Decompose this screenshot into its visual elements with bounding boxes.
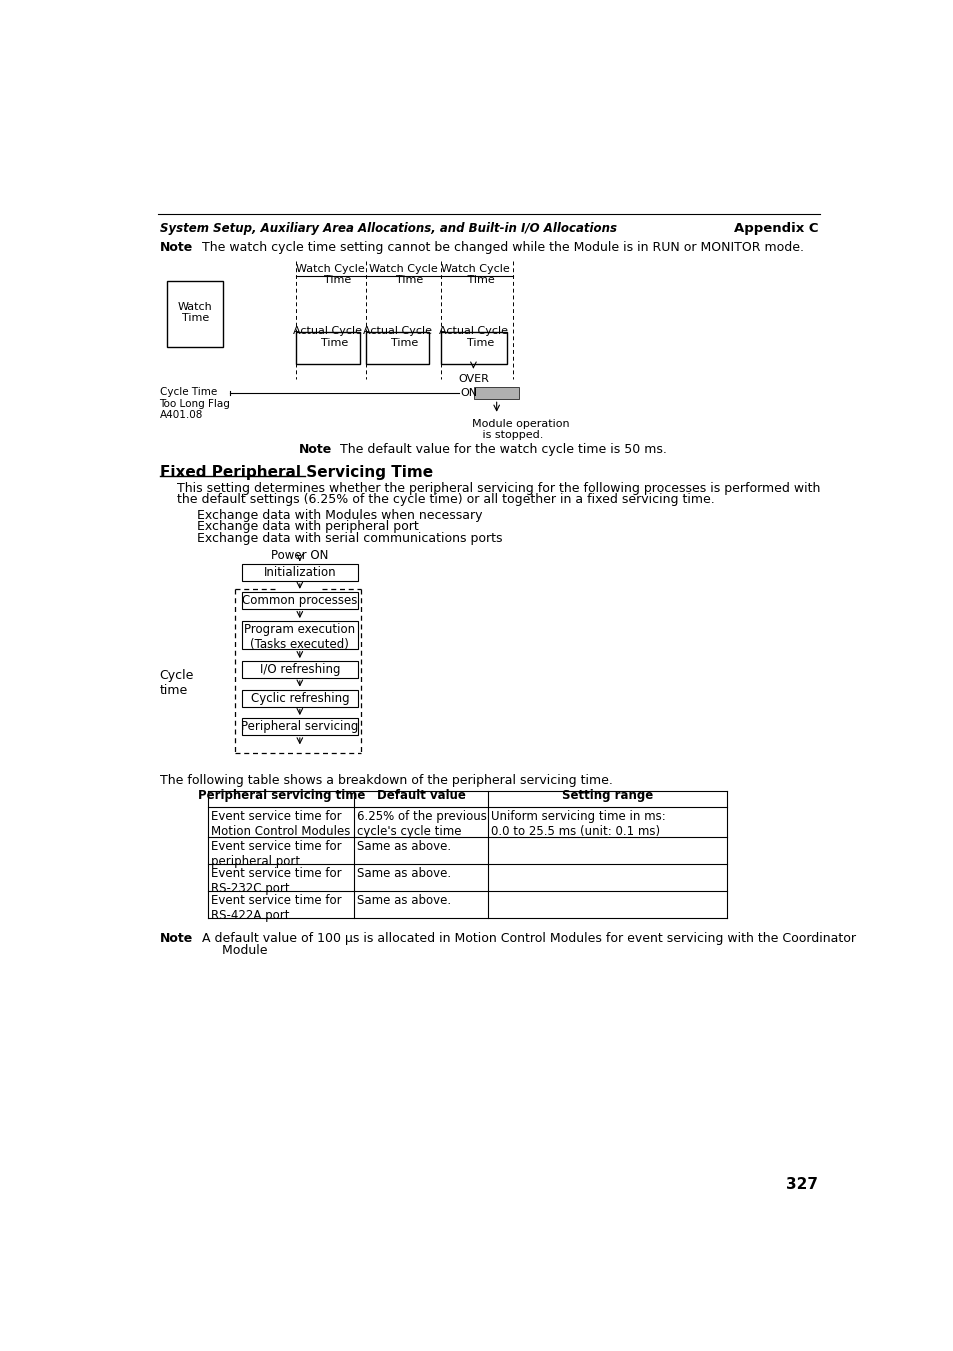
Text: Note: Note xyxy=(159,240,193,254)
Text: Event service time for
Motion Control Modules: Event service time for Motion Control Mo… xyxy=(212,809,351,838)
Bar xyxy=(241,621,357,648)
Text: ON: ON xyxy=(459,388,476,397)
Text: Cycle
time: Cycle time xyxy=(159,669,193,697)
Text: System Setup, Auxiliary Area Allocations, and Built-in I/O Allocations: System Setup, Auxiliary Area Allocations… xyxy=(159,222,616,235)
Text: Power ON: Power ON xyxy=(271,549,328,562)
Text: Fixed Peripheral Servicing Time: Fixed Peripheral Servicing Time xyxy=(159,465,433,480)
Text: Same as above.: Same as above. xyxy=(356,894,451,908)
Text: Program execution
(Tasks executed): Program execution (Tasks executed) xyxy=(244,623,355,651)
Text: Appendix C: Appendix C xyxy=(733,222,818,235)
Text: Cycle Time
Too Long Flag
A401.08: Cycle Time Too Long Flag A401.08 xyxy=(159,386,231,420)
Text: Exchange data with Modules when necessary: Exchange data with Modules when necessar… xyxy=(196,508,482,521)
Text: Watch Cycle
   Time: Watch Cycle Time xyxy=(441,263,510,285)
Text: Peripheral servicing time: Peripheral servicing time xyxy=(197,789,365,801)
Text: A default value of 100 μs is allocated in Motion Control Modules for event servi: A default value of 100 μs is allocated i… xyxy=(193,932,855,946)
Text: Same as above.: Same as above. xyxy=(356,867,451,881)
Text: Peripheral servicing: Peripheral servicing xyxy=(241,720,358,734)
Text: Module operation
   is stopped.: Module operation is stopped. xyxy=(472,419,569,440)
Text: Common processes: Common processes xyxy=(242,594,357,607)
Text: Module: Module xyxy=(193,943,267,957)
Text: Event service time for
peripheral port: Event service time for peripheral port xyxy=(212,840,342,869)
Text: The following table shows a breakdown of the peripheral servicing time.: The following table shows a breakdown of… xyxy=(159,774,612,788)
Bar xyxy=(474,386,518,400)
Text: Actual Cycle
    Time: Actual Cycle Time xyxy=(293,326,362,347)
Text: Uniform servicing time in ms:
0.0 to 25.5 ms (unit: 0.1 ms): Uniform servicing time in ms: 0.0 to 25.… xyxy=(491,809,665,838)
Text: Exchange data with serial communications ports: Exchange data with serial communications… xyxy=(196,532,501,544)
Text: Watch Cycle
    Time: Watch Cycle Time xyxy=(296,263,365,285)
Text: Note: Note xyxy=(298,443,332,457)
Bar xyxy=(241,661,357,678)
Text: Event service time for
RS-232C port: Event service time for RS-232C port xyxy=(212,867,342,896)
Text: Event service time for
RS-422A port: Event service time for RS-422A port xyxy=(212,894,342,923)
Text: The default value for the watch cycle time is 50 ms.: The default value for the watch cycle ti… xyxy=(332,443,666,457)
Text: Watch
Time: Watch Time xyxy=(177,301,213,323)
Text: Exchange data with peripheral port: Exchange data with peripheral port xyxy=(196,520,418,534)
Text: Watch Cycle
    Time: Watch Cycle Time xyxy=(368,263,436,285)
Bar xyxy=(241,565,357,581)
Text: the default settings (6.25% of the cycle time) or all together in a fixed servic: the default settings (6.25% of the cycle… xyxy=(177,493,715,507)
Text: OVER: OVER xyxy=(457,374,488,384)
Bar xyxy=(167,281,223,347)
Text: Note: Note xyxy=(159,932,193,946)
Text: Actual Cycle
    Time: Actual Cycle Time xyxy=(438,326,507,347)
Text: Initialization: Initialization xyxy=(263,566,335,580)
Text: Setting range: Setting range xyxy=(561,789,653,801)
Bar xyxy=(365,331,429,363)
Text: Cyclic refreshing: Cyclic refreshing xyxy=(251,692,349,705)
Bar xyxy=(440,331,506,363)
Text: This setting determines whether the peripheral servicing for the following proce: This setting determines whether the peri… xyxy=(177,482,820,494)
Text: Actual Cycle
    Time: Actual Cycle Time xyxy=(362,326,432,347)
Bar xyxy=(241,719,357,735)
Text: 327: 327 xyxy=(785,1177,818,1192)
Text: I/O refreshing: I/O refreshing xyxy=(259,663,339,677)
Text: Default value: Default value xyxy=(376,789,465,801)
Text: 6.25% of the previous
cycle's cycle time: 6.25% of the previous cycle's cycle time xyxy=(356,809,487,838)
Text: Same as above.: Same as above. xyxy=(356,840,451,854)
Bar xyxy=(241,689,357,707)
Text: The watch cycle time setting cannot be changed while the Module is in RUN or MON: The watch cycle time setting cannot be c… xyxy=(193,240,802,254)
Bar xyxy=(241,592,357,609)
Bar xyxy=(295,331,359,363)
